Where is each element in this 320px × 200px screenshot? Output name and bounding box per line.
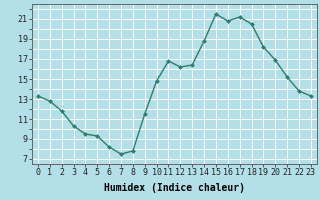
X-axis label: Humidex (Indice chaleur): Humidex (Indice chaleur) xyxy=(104,183,245,193)
